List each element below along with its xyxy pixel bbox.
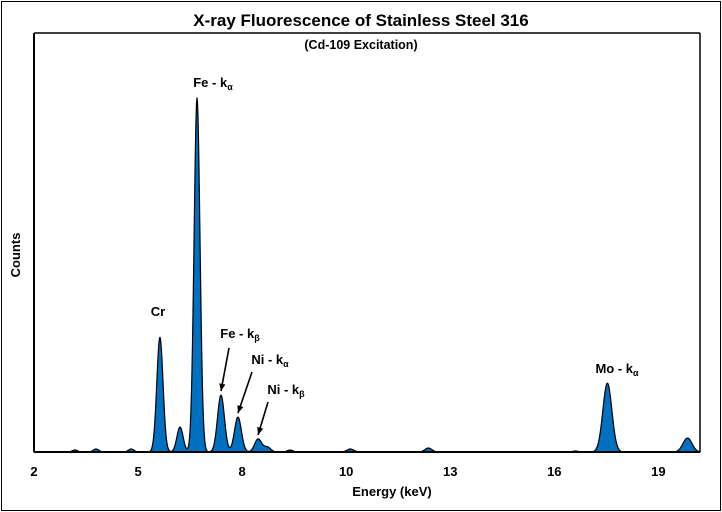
peak-label: Fe - kβ bbox=[220, 326, 260, 343]
arrowhead-icon bbox=[219, 383, 226, 392]
x-tick-label: 8 bbox=[239, 464, 246, 479]
x-tick-label: 10 bbox=[339, 464, 353, 479]
arrowhead-icon bbox=[257, 426, 264, 435]
x-tick-label: 5 bbox=[134, 464, 141, 479]
chart-subtitle: (Cd-109 Excitation) bbox=[304, 38, 417, 52]
x-tick-label: 2 bbox=[30, 464, 37, 479]
peak-label: Mo - kα bbox=[595, 361, 639, 378]
peak-label: Ni - kβ bbox=[267, 382, 305, 399]
chart-title: X-ray Fluorescence of Stainless Steel 31… bbox=[193, 11, 528, 30]
x-tick-label: 19 bbox=[651, 464, 665, 479]
arrowhead-icon bbox=[237, 405, 244, 414]
peak-label: Ni - kα bbox=[251, 352, 289, 369]
x-tick-label: 13 bbox=[443, 464, 457, 479]
x-axis-label: Energy (keV) bbox=[352, 484, 431, 499]
peak-label: Fe - kα bbox=[193, 75, 233, 92]
x-tick-label: 16 bbox=[547, 464, 561, 479]
y-axis-label: Counts bbox=[8, 233, 23, 278]
spectrum-area bbox=[33, 97, 701, 453]
peak-label: Cr bbox=[151, 304, 165, 319]
